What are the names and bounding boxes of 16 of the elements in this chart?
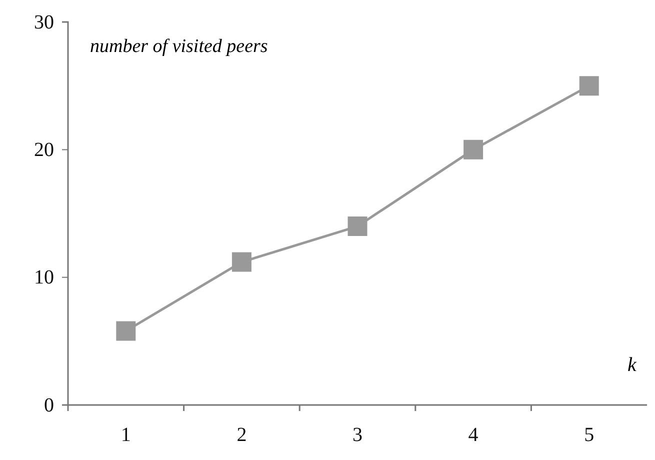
x-tick-label: 3 bbox=[352, 424, 362, 446]
y-tick-label: 10 bbox=[34, 266, 54, 289]
point bbox=[464, 140, 484, 160]
y-tick-label: 30 bbox=[34, 11, 54, 34]
x-tick-label: 1 bbox=[120, 424, 131, 446]
y-tick-label: 20 bbox=[34, 139, 54, 162]
point bbox=[348, 216, 368, 236]
y-axis-title: number of visited peers bbox=[90, 36, 268, 57]
y-tick-label: 0 bbox=[44, 394, 54, 416]
point bbox=[232, 252, 252, 272]
x-axis-title: k bbox=[628, 354, 638, 376]
x-tick-label: 4 bbox=[468, 424, 478, 446]
point bbox=[116, 321, 136, 341]
x-tick-label: 5 bbox=[584, 424, 594, 446]
x-tick-label: 2 bbox=[236, 424, 247, 446]
point bbox=[579, 76, 599, 96]
